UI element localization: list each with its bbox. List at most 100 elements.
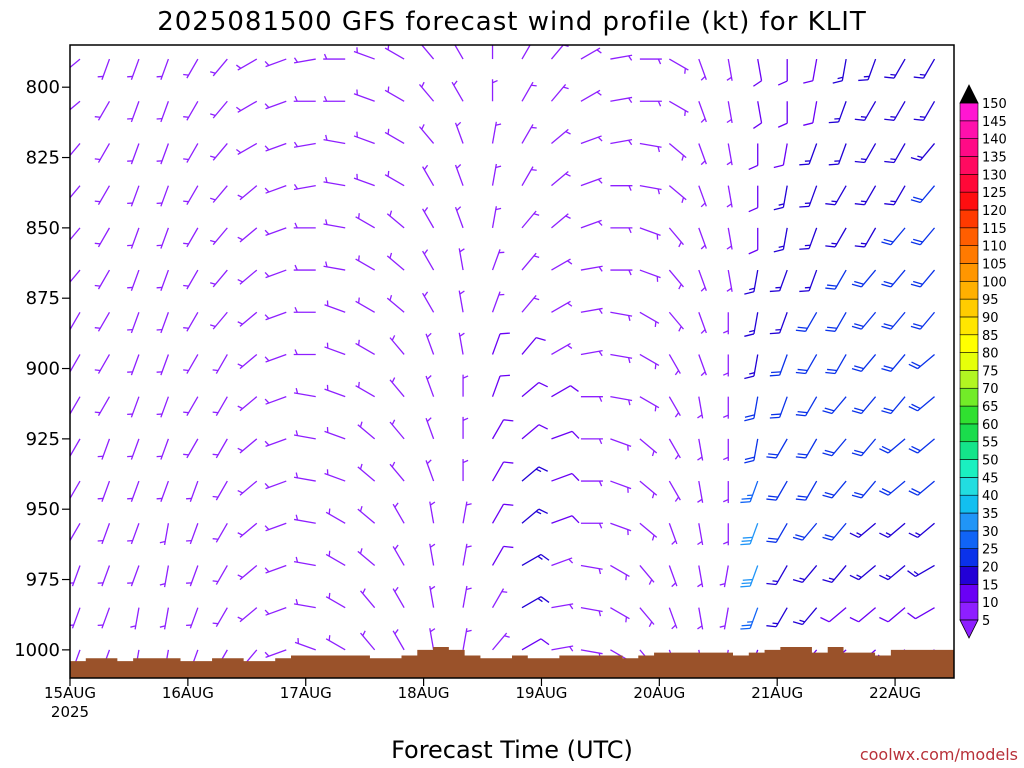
y-tick-label: 825	[26, 148, 60, 169]
wind-barb	[70, 354, 81, 374]
colorbar-label: 70	[982, 382, 999, 397]
wind-barb	[264, 142, 287, 152]
wind-barb	[491, 461, 514, 482]
wind-barb	[323, 219, 346, 229]
wind-barb	[186, 523, 199, 545]
wind-barb	[389, 377, 405, 398]
wind-barb	[639, 607, 655, 628]
wind-barb	[610, 353, 633, 364]
wind-barb	[293, 598, 316, 609]
wind-barb	[639, 565, 655, 585]
wind-barb	[610, 522, 632, 536]
x-tick-label: 21AUG	[751, 684, 803, 702]
wind-barb	[127, 354, 140, 376]
wind-barb	[97, 438, 111, 460]
colorbar-min-arrow	[959, 619, 979, 639]
wind-barb	[360, 630, 376, 651]
wind-barb	[610, 564, 630, 581]
wind-barb	[235, 142, 258, 156]
wind-barb	[127, 185, 140, 207]
wind-barb	[458, 290, 465, 313]
wind-barb	[697, 438, 704, 461]
wind-barb	[580, 396, 603, 402]
wind-barb	[237, 269, 258, 285]
wind-barb	[766, 522, 788, 543]
wind-barb	[551, 258, 573, 271]
wind-barb	[639, 100, 662, 107]
wind-barb	[521, 638, 550, 651]
wind-barb	[293, 514, 316, 524]
wind-barb	[491, 503, 514, 524]
wind-barb	[422, 164, 435, 186]
wind-barb	[740, 565, 759, 588]
wind-barb	[879, 564, 906, 581]
wind-barb	[324, 384, 346, 398]
wind-barb	[293, 556, 316, 567]
wind-barb	[462, 543, 472, 566]
wind-barb	[355, 297, 375, 313]
colorbar-label: 150	[982, 97, 1007, 112]
colorbar-label: 110	[982, 240, 1007, 255]
wind-barb	[849, 564, 877, 581]
wind-barb	[639, 522, 658, 541]
wind-barb	[851, 269, 877, 288]
wind-barb	[822, 396, 847, 415]
wind-barb	[551, 128, 571, 144]
colorbar-label: 100	[982, 275, 1007, 290]
wind-barb	[97, 523, 111, 545]
wind-barb	[70, 269, 81, 288]
speed-colorbar: 5 10 15 20 25 30 35 40 45 50 55 60 65 70 75 80 85 90 95 100…	[959, 84, 1007, 639]
wind-barb	[392, 544, 405, 566]
wind-barb	[325, 635, 346, 651]
wind-barb	[698, 269, 707, 292]
wind-barb	[610, 480, 632, 493]
wind-barb	[668, 396, 681, 418]
colorbar-segment	[959, 298, 979, 318]
wind-barb	[325, 592, 346, 609]
wind-barb	[753, 58, 763, 87]
wind-barb	[521, 252, 540, 271]
wind-barb	[828, 143, 847, 166]
wind-barb	[580, 522, 603, 529]
wind-barb	[799, 143, 818, 166]
wind-barb	[212, 522, 228, 543]
wind-barb	[521, 466, 548, 482]
wind-barb	[237, 480, 258, 496]
wind-barb	[491, 291, 505, 313]
wind-barb	[879, 480, 906, 496]
y-tick-label: 850	[26, 218, 60, 239]
wind-barb	[610, 227, 633, 234]
wind-barb	[884, 100, 906, 121]
wind-barb	[392, 586, 405, 608]
wind-barb	[127, 227, 140, 249]
wind-barb	[792, 607, 818, 626]
wind-barb	[610, 607, 630, 623]
wind-barb	[698, 354, 707, 377]
wind-barb	[668, 142, 687, 161]
wind-barb	[264, 564, 287, 574]
wind-barb	[766, 607, 788, 628]
wind-barb	[454, 206, 464, 229]
wind-barb	[908, 396, 935, 412]
wind-barb	[462, 628, 472, 650]
wind-barb	[425, 332, 435, 355]
wind-barb	[828, 101, 847, 124]
colorbar-segment	[959, 334, 979, 353]
wind-barb	[325, 550, 346, 567]
wind-barb	[799, 269, 818, 293]
wind-barb	[639, 142, 662, 153]
wind-barb	[908, 522, 935, 538]
wind-barb	[851, 354, 877, 372]
wind-barb	[881, 396, 906, 415]
wind-barb	[491, 45, 494, 60]
wind-barb	[491, 79, 498, 102]
wind-barb	[429, 628, 436, 650]
wind-barb	[668, 269, 684, 290]
wind-barb	[156, 312, 170, 334]
wind-barb	[639, 269, 661, 282]
colorbar-segment	[959, 370, 979, 389]
y-tick-label: 800	[26, 77, 60, 98]
wind-barb	[521, 596, 550, 609]
y-tick-label: 975	[26, 570, 60, 591]
wind-barb	[127, 143, 140, 165]
